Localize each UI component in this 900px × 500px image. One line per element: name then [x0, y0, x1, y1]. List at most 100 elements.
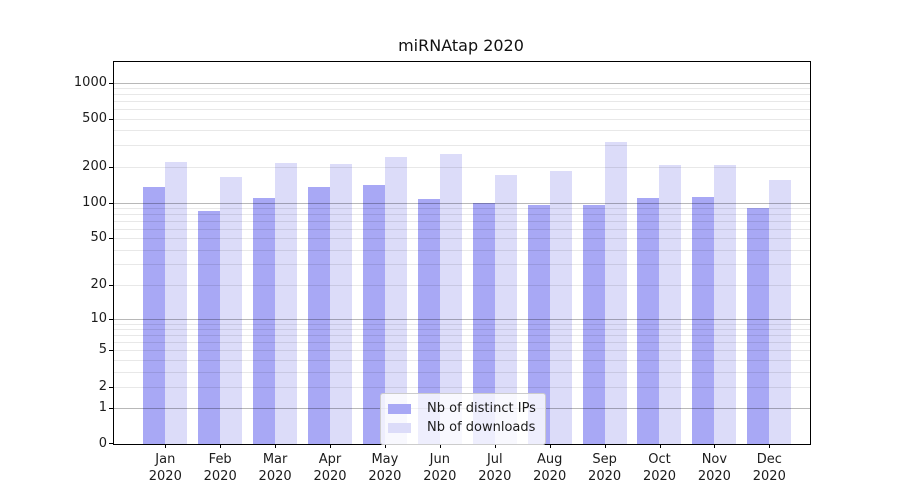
bar-distinct-ips	[527, 205, 550, 444]
bar-distinct-ips	[472, 202, 495, 444]
y-tick-mark	[109, 407, 113, 409]
grid-layer	[114, 62, 810, 444]
x-tick-mark	[439, 444, 441, 448]
bar-downloads	[494, 175, 517, 444]
y-tick-mark	[109, 318, 113, 320]
x-tick-label: Jan 2020	[148, 452, 182, 484]
x-tick-label: Apr 2020	[313, 452, 347, 484]
x-tick-mark	[165, 444, 167, 448]
x-tick-label: Feb 2020	[203, 452, 237, 484]
bar-distinct-ips	[417, 198, 440, 444]
gridline-minor	[114, 284, 810, 286]
x-tick-mark	[604, 444, 606, 448]
bar-distinct-ips	[198, 210, 221, 444]
gridline-minor	[114, 359, 810, 361]
bar-downloads	[165, 161, 188, 444]
gridline-minor	[114, 329, 810, 330]
y-tick-label: 20	[90, 276, 107, 292]
bar-downloads	[384, 157, 407, 444]
legend-label: Nb of downloads	[427, 420, 536, 435]
x-tick-mark	[384, 444, 386, 448]
chart-title: miRNAtap 2020	[398, 36, 524, 55]
bar-downloads	[659, 164, 682, 444]
bar-distinct-ips	[362, 185, 385, 444]
y-tick-mark	[109, 350, 113, 352]
x-tick-label: Aug 2020	[533, 452, 567, 484]
legend-swatch-distinct-ips	[388, 404, 411, 414]
bar-distinct-ips	[747, 208, 770, 444]
x-tick-label: Jun 2020	[423, 452, 457, 484]
bars-layer	[114, 62, 810, 444]
gridline-minor	[114, 166, 810, 168]
gridline-minor	[114, 88, 810, 89]
gridline-major	[114, 318, 810, 320]
gridline-major	[114, 202, 810, 204]
y-tick-mark	[109, 284, 113, 286]
x-tick-mark	[549, 444, 551, 448]
x-tick-label: Dec 2020	[752, 452, 786, 484]
y-tick-label: 100	[82, 194, 107, 210]
bar-downloads	[439, 154, 462, 444]
gridline-minor	[114, 101, 810, 103]
y-tick-mark	[109, 202, 113, 204]
bar-distinct-ips	[692, 196, 715, 444]
legend-swatch-downloads	[388, 423, 411, 433]
bar-downloads	[604, 142, 627, 444]
legend: Nb of distinct IPs Nb of downloads	[380, 393, 546, 445]
gridline-minor	[114, 208, 810, 209]
gridline-minor	[114, 342, 810, 344]
gridline-minor	[114, 221, 810, 222]
gridline-minor	[114, 228, 810, 230]
legend-row: Nb of distinct IPs	[388, 400, 536, 418]
bar-downloads	[549, 170, 572, 444]
x-tick-label: May 2020	[368, 452, 402, 484]
x-tick-mark	[330, 444, 331, 448]
x-tick-label: Jul 2020	[478, 452, 512, 484]
legend-row: Nb of downloads	[388, 419, 536, 437]
y-tick-label: 200	[82, 158, 107, 174]
y-tick-mark	[109, 443, 113, 444]
bar-downloads	[769, 180, 792, 444]
y-tick-label: 1000	[73, 74, 107, 90]
y-tick-mark	[109, 166, 113, 168]
y-tick-label: 10	[90, 310, 107, 326]
x-tick-label: Mar 2020	[258, 452, 292, 484]
gridline-minor	[114, 386, 810, 388]
y-tick-mark	[109, 238, 113, 240]
gridline-minor	[114, 371, 810, 373]
gridline-minor	[114, 130, 810, 132]
y-tick-mark	[109, 386, 113, 388]
gridline-minor	[114, 335, 810, 337]
x-tick-mark	[494, 444, 496, 448]
x-tick-mark	[275, 444, 277, 448]
x-tick-label: Sep 2020	[588, 452, 622, 484]
gridline-minor	[114, 118, 810, 120]
x-tick-label: Oct 2020	[642, 452, 677, 484]
bar-distinct-ips	[143, 186, 166, 444]
gridline-minor	[114, 238, 810, 240]
x-tick-mark	[769, 444, 771, 448]
y-tick-label: 5	[98, 342, 107, 358]
gridline-minor	[114, 323, 810, 325]
x-tick-mark	[659, 444, 661, 448]
plot-area: 0 1 2 5 10 20 50 100 200 500 1000 Jan 2020 Feb 2020 Ma…	[74, 61, 811, 484]
y-tick-mark	[109, 82, 113, 84]
legend-label: Nb of distinct IPs	[427, 401, 536, 416]
bar-distinct-ips	[637, 198, 660, 444]
y-tick-mark	[109, 118, 113, 120]
gridline-minor	[114, 350, 810, 352]
x-tick-mark	[220, 444, 222, 448]
x-tick-label: Nov 2020	[697, 452, 731, 484]
x-tick-mark	[714, 444, 716, 448]
bar-distinct-ips	[253, 197, 276, 444]
bar-distinct-ips	[582, 204, 605, 444]
gridline-major	[114, 82, 810, 84]
gridline-minor	[114, 249, 810, 251]
y-tick-label: 2	[98, 378, 107, 394]
bar-downloads	[714, 164, 737, 444]
gridline-minor	[114, 214, 810, 216]
bar-downloads	[275, 162, 298, 444]
y-tick-label: 50	[90, 230, 107, 246]
bar-downloads	[220, 176, 243, 444]
